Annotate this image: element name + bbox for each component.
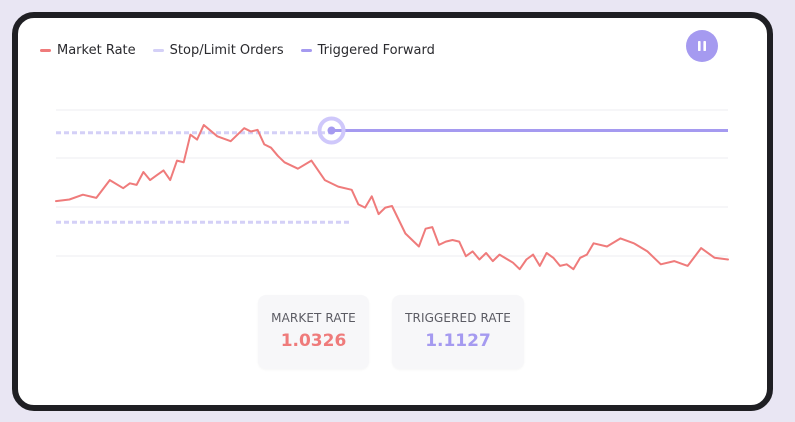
legend-item-stop-limit: Stop/Limit Orders	[152, 43, 284, 58]
triggered-rate-card: TRIGGERED RATE 1.1127	[392, 295, 524, 369]
legend-label-triggered-forward: Triggered Forward	[317, 43, 435, 58]
rate-chart	[55, 109, 729, 271]
legend-item-triggered-forward: Triggered Forward	[300, 43, 435, 58]
trigger-point-ring	[317, 116, 346, 145]
legend-swatch-market-rate	[40, 49, 51, 52]
trigger-point-dot	[327, 126, 336, 135]
market-rate-line	[55, 124, 729, 271]
pause-button[interactable]	[686, 30, 718, 62]
market-rate-value: 1.0326	[280, 331, 347, 351]
legend-swatch-triggered-forward	[300, 49, 312, 52]
legend-label-market-rate: Market Rate	[57, 43, 136, 58]
chart-legend: Market Rate Stop/Limit Orders Triggered …	[40, 43, 435, 58]
triggered-rate-value: 1.1127	[425, 331, 491, 351]
legend-item-market-rate: Market Rate	[40, 43, 136, 58]
legend-label-stop-limit: Stop/Limit Orders	[169, 43, 284, 58]
pause-icon	[698, 41, 706, 51]
legend-swatch-stop-limit	[152, 49, 164, 52]
market-rate-card: MARKET RATE 1.0326	[258, 295, 369, 369]
market-rate-label: MARKET RATE	[271, 311, 356, 325]
triggered-rate-label: TRIGGERED RATE	[405, 311, 511, 325]
